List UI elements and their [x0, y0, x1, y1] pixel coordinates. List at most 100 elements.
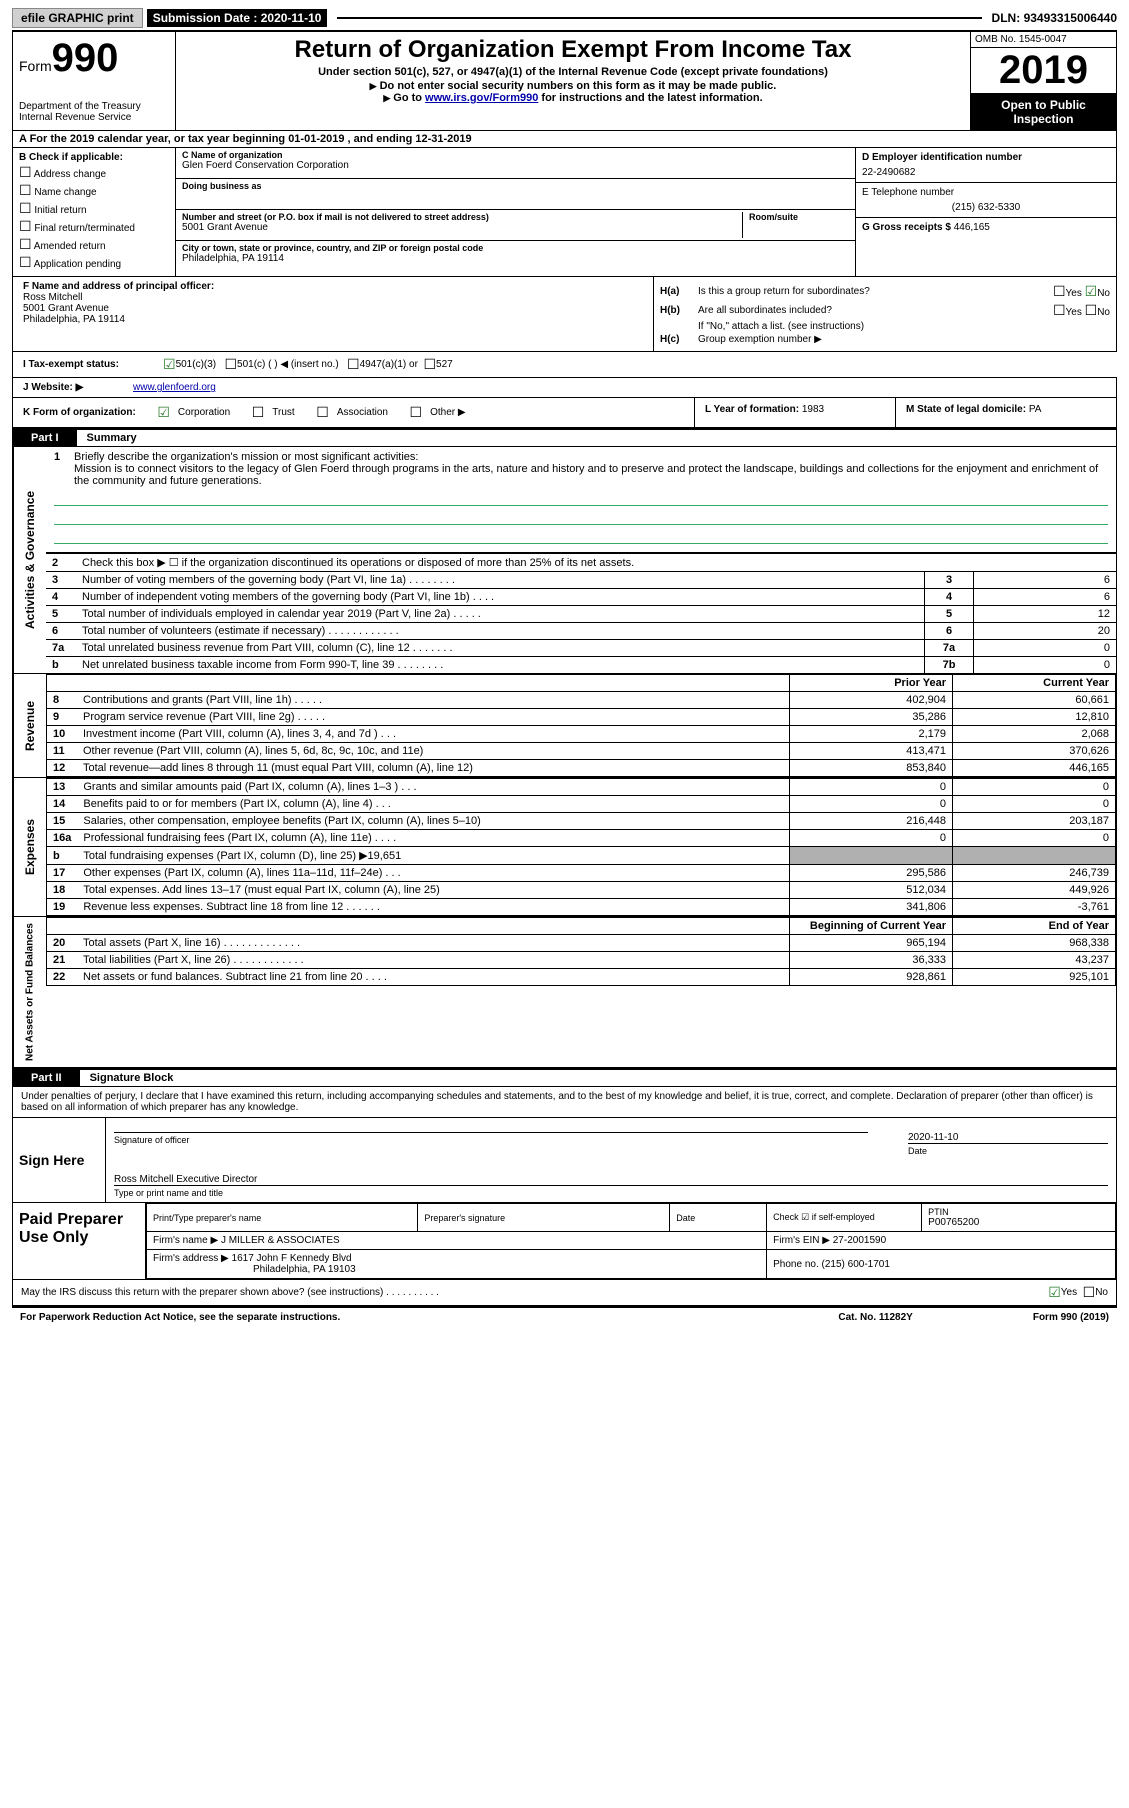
- chk-discuss-no[interactable]: [1083, 1284, 1096, 1301]
- form-subtitle: Under section 501(c), 527, or 4947(a)(1)…: [182, 66, 964, 78]
- table-row: 6Total number of volunteers (estimate if…: [46, 623, 1116, 640]
- side-label-net-assets: Net Assets or Fund Balances: [13, 917, 46, 1067]
- chk-application-pending[interactable]: Application pending: [19, 254, 169, 271]
- table-row: 8Contributions and grants (Part VIII, li…: [47, 692, 1116, 709]
- sign-date: 2020-11-10: [908, 1122, 1108, 1144]
- preparer-table: Print/Type preparer's name Preparer's si…: [146, 1203, 1116, 1279]
- chk-4947[interactable]: [347, 356, 360, 373]
- footer: For Paperwork Reduction Act Notice, see …: [12, 1306, 1117, 1327]
- chk-527[interactable]: [423, 356, 436, 373]
- dln: DLN: 93493315006440: [992, 11, 1117, 25]
- open-to-public: Open to Public Inspection: [971, 94, 1116, 130]
- dept-label: Department of the Treasury Internal Reve…: [19, 101, 169, 123]
- tax-exempt-status: I Tax-exempt status: 501(c)(3) 501(c) ( …: [12, 352, 1117, 378]
- city-cell: City or town, state or province, country…: [176, 241, 855, 271]
- revenue-table: Prior YearCurrent Year8Contributions and…: [46, 674, 1116, 777]
- chk-address-change[interactable]: Address change: [19, 164, 169, 181]
- officer-name: Ross Mitchell Executive Director: [114, 1164, 1108, 1186]
- table-row: 9Program service revenue (Part VIII, lin…: [47, 709, 1116, 726]
- form-title: Return of Organization Exempt From Incom…: [182, 36, 964, 64]
- side-label-expenses: Expenses: [13, 778, 46, 916]
- firm-phone-cell: Phone no. (215) 600-1701: [767, 1250, 1116, 1279]
- prep-ptin-cell: PTINP00765200: [922, 1204, 1116, 1232]
- table-row: 10Investment income (Part VIII, column (…: [47, 726, 1116, 743]
- part1-header: Part I Summary: [12, 428, 1117, 447]
- expenses-table: 13Grants and similar amounts paid (Part …: [46, 778, 1116, 916]
- chk-initial-return[interactable]: Initial return: [19, 200, 169, 217]
- chk-corporation[interactable]: [157, 404, 170, 421]
- dba-cell: Doing business as: [176, 179, 855, 210]
- table-row: bNet unrelated business taxable income f…: [46, 657, 1116, 674]
- website-row: J Website: ▶ www.glenfoerd.org: [12, 378, 1117, 398]
- gross-receipts-cell: G Gross receipts $ 446,165: [856, 218, 1116, 237]
- firm-ein-cell: Firm's EIN ▶ 27-2001590: [767, 1232, 1116, 1250]
- form-header: Form990 Department of the Treasury Inter…: [12, 30, 1117, 131]
- table-row: 12Total revenue—add lines 8 through 11 (…: [47, 760, 1116, 777]
- chk-name-change[interactable]: Name change: [19, 182, 169, 199]
- firm-address-cell: Firm's address ▶ 1617 John F Kennedy Blv…: [147, 1250, 767, 1279]
- chk-final-return[interactable]: Final return/terminated: [19, 218, 169, 235]
- part2-header: Part II Signature Block: [12, 1068, 1117, 1087]
- col-b-checkboxes: B Check if applicable: Address change Na…: [13, 148, 176, 276]
- table-row: 15Salaries, other compensation, employee…: [47, 813, 1116, 830]
- sign-here-label: Sign Here: [13, 1118, 106, 1202]
- discuss-with-preparer: May the IRS discuss this return with the…: [12, 1280, 1117, 1306]
- top-bar: efile GRAPHIC print Submission Date : 20…: [12, 8, 1117, 28]
- table-row: 17Other expenses (Part IX, column (A), l…: [47, 865, 1116, 882]
- table-row: 21Total liabilities (Part X, line 26) . …: [47, 952, 1116, 969]
- table-row: 20Total assets (Part X, line 16) . . . .…: [47, 935, 1116, 952]
- instruction-link: Go to www.irs.gov/Form990 for instructio…: [182, 92, 964, 104]
- chk-amended-return[interactable]: Amended return: [19, 236, 169, 253]
- row-a-tax-year: A For the 2019 calendar year, or tax yea…: [12, 131, 1117, 148]
- officer-signature-line[interactable]: [114, 1122, 868, 1133]
- prep-sig-cell: Preparer's signature: [418, 1204, 670, 1232]
- efile-print-button[interactable]: efile GRAPHIC print: [12, 8, 143, 28]
- table-row: 14Benefits paid to or for members (Part …: [47, 796, 1116, 813]
- table-row: 19Revenue less expenses. Subtract line 1…: [47, 899, 1116, 916]
- mission-statement: 1Briefly describe the organization's mis…: [46, 447, 1116, 553]
- table-row: 13Grants and similar amounts paid (Part …: [47, 779, 1116, 796]
- principal-officer: F Name and address of principal officer:…: [13, 277, 654, 351]
- form-number: Form990: [19, 36, 169, 81]
- website-link[interactable]: www.glenfoerd.org: [133, 382, 216, 393]
- state-domicile: M State of legal domicile: PA: [896, 398, 1117, 428]
- table-row: 4Number of independent voting members of…: [46, 589, 1116, 606]
- table-row: 16aProfessional fundraising fees (Part I…: [47, 830, 1116, 847]
- paid-preparer-label: Paid Preparer Use Only: [13, 1203, 146, 1279]
- side-label-governance: Activities & Governance: [13, 447, 46, 673]
- group-return-section: H(a) Is this a group return for subordin…: [654, 277, 1116, 351]
- irs-link[interactable]: www.irs.gov/Form990: [425, 92, 538, 104]
- table-row: 2Check this box ▶ ☐ if the organization …: [46, 554, 1116, 572]
- table-row: 22Net assets or fund balances. Subtract …: [47, 969, 1116, 986]
- firm-name-cell: Firm's name ▶ J MILLER & ASSOCIATES: [147, 1232, 767, 1250]
- prep-name-cell: Print/Type preparer's name: [147, 1204, 418, 1232]
- chk-trust[interactable]: [252, 404, 265, 421]
- table-row: 5Total number of individuals employed in…: [46, 606, 1116, 623]
- governance-table: 2Check this box ▶ ☐ if the organization …: [46, 553, 1116, 673]
- table-row: 11Other revenue (Part VIII, column (A), …: [47, 743, 1116, 760]
- chk-discuss-yes[interactable]: [1048, 1284, 1061, 1301]
- perjury-declaration: Under penalties of perjury, I declare th…: [13, 1087, 1116, 1118]
- address-cell: Number and street (or P.O. box if mail i…: [176, 210, 855, 241]
- table-row: 7aTotal unrelated business revenue from …: [46, 640, 1116, 657]
- net-assets-table: Beginning of Current YearEnd of Year20To…: [46, 917, 1116, 986]
- tel-cell: E Telephone number (215) 632-5330: [856, 183, 1116, 218]
- chk-501c3[interactable]: [163, 356, 176, 373]
- prep-self-emp-cell: Check ☑ if self-employed: [767, 1204, 922, 1232]
- tax-year: 2019: [971, 48, 1116, 94]
- table-row: bTotal fundraising expenses (Part IX, co…: [47, 847, 1116, 865]
- omb-number: OMB No. 1545-0047: [971, 32, 1116, 48]
- chk-association[interactable]: [316, 404, 329, 421]
- side-label-revenue: Revenue: [13, 674, 46, 777]
- form-of-org: K Form of organization: Corporation Trus…: [12, 398, 695, 428]
- table-row: 18Total expenses. Add lines 13–17 (must …: [47, 882, 1116, 899]
- chk-other[interactable]: [410, 404, 423, 421]
- year-formation: L Year of formation: 1983: [695, 398, 896, 428]
- submission-date-label: Submission Date : 2020-11-10: [147, 9, 328, 27]
- table-row: 3Number of voting members of the governi…: [46, 572, 1116, 589]
- prep-date-cell: Date: [670, 1204, 767, 1232]
- chk-501c[interactable]: [224, 356, 237, 373]
- org-name-cell: C Name of organization Glen Foerd Conser…: [176, 148, 855, 179]
- instruction-ssn: Do not enter social security numbers on …: [182, 80, 964, 92]
- ein-cell: D Employer identification number 22-2490…: [856, 148, 1116, 183]
